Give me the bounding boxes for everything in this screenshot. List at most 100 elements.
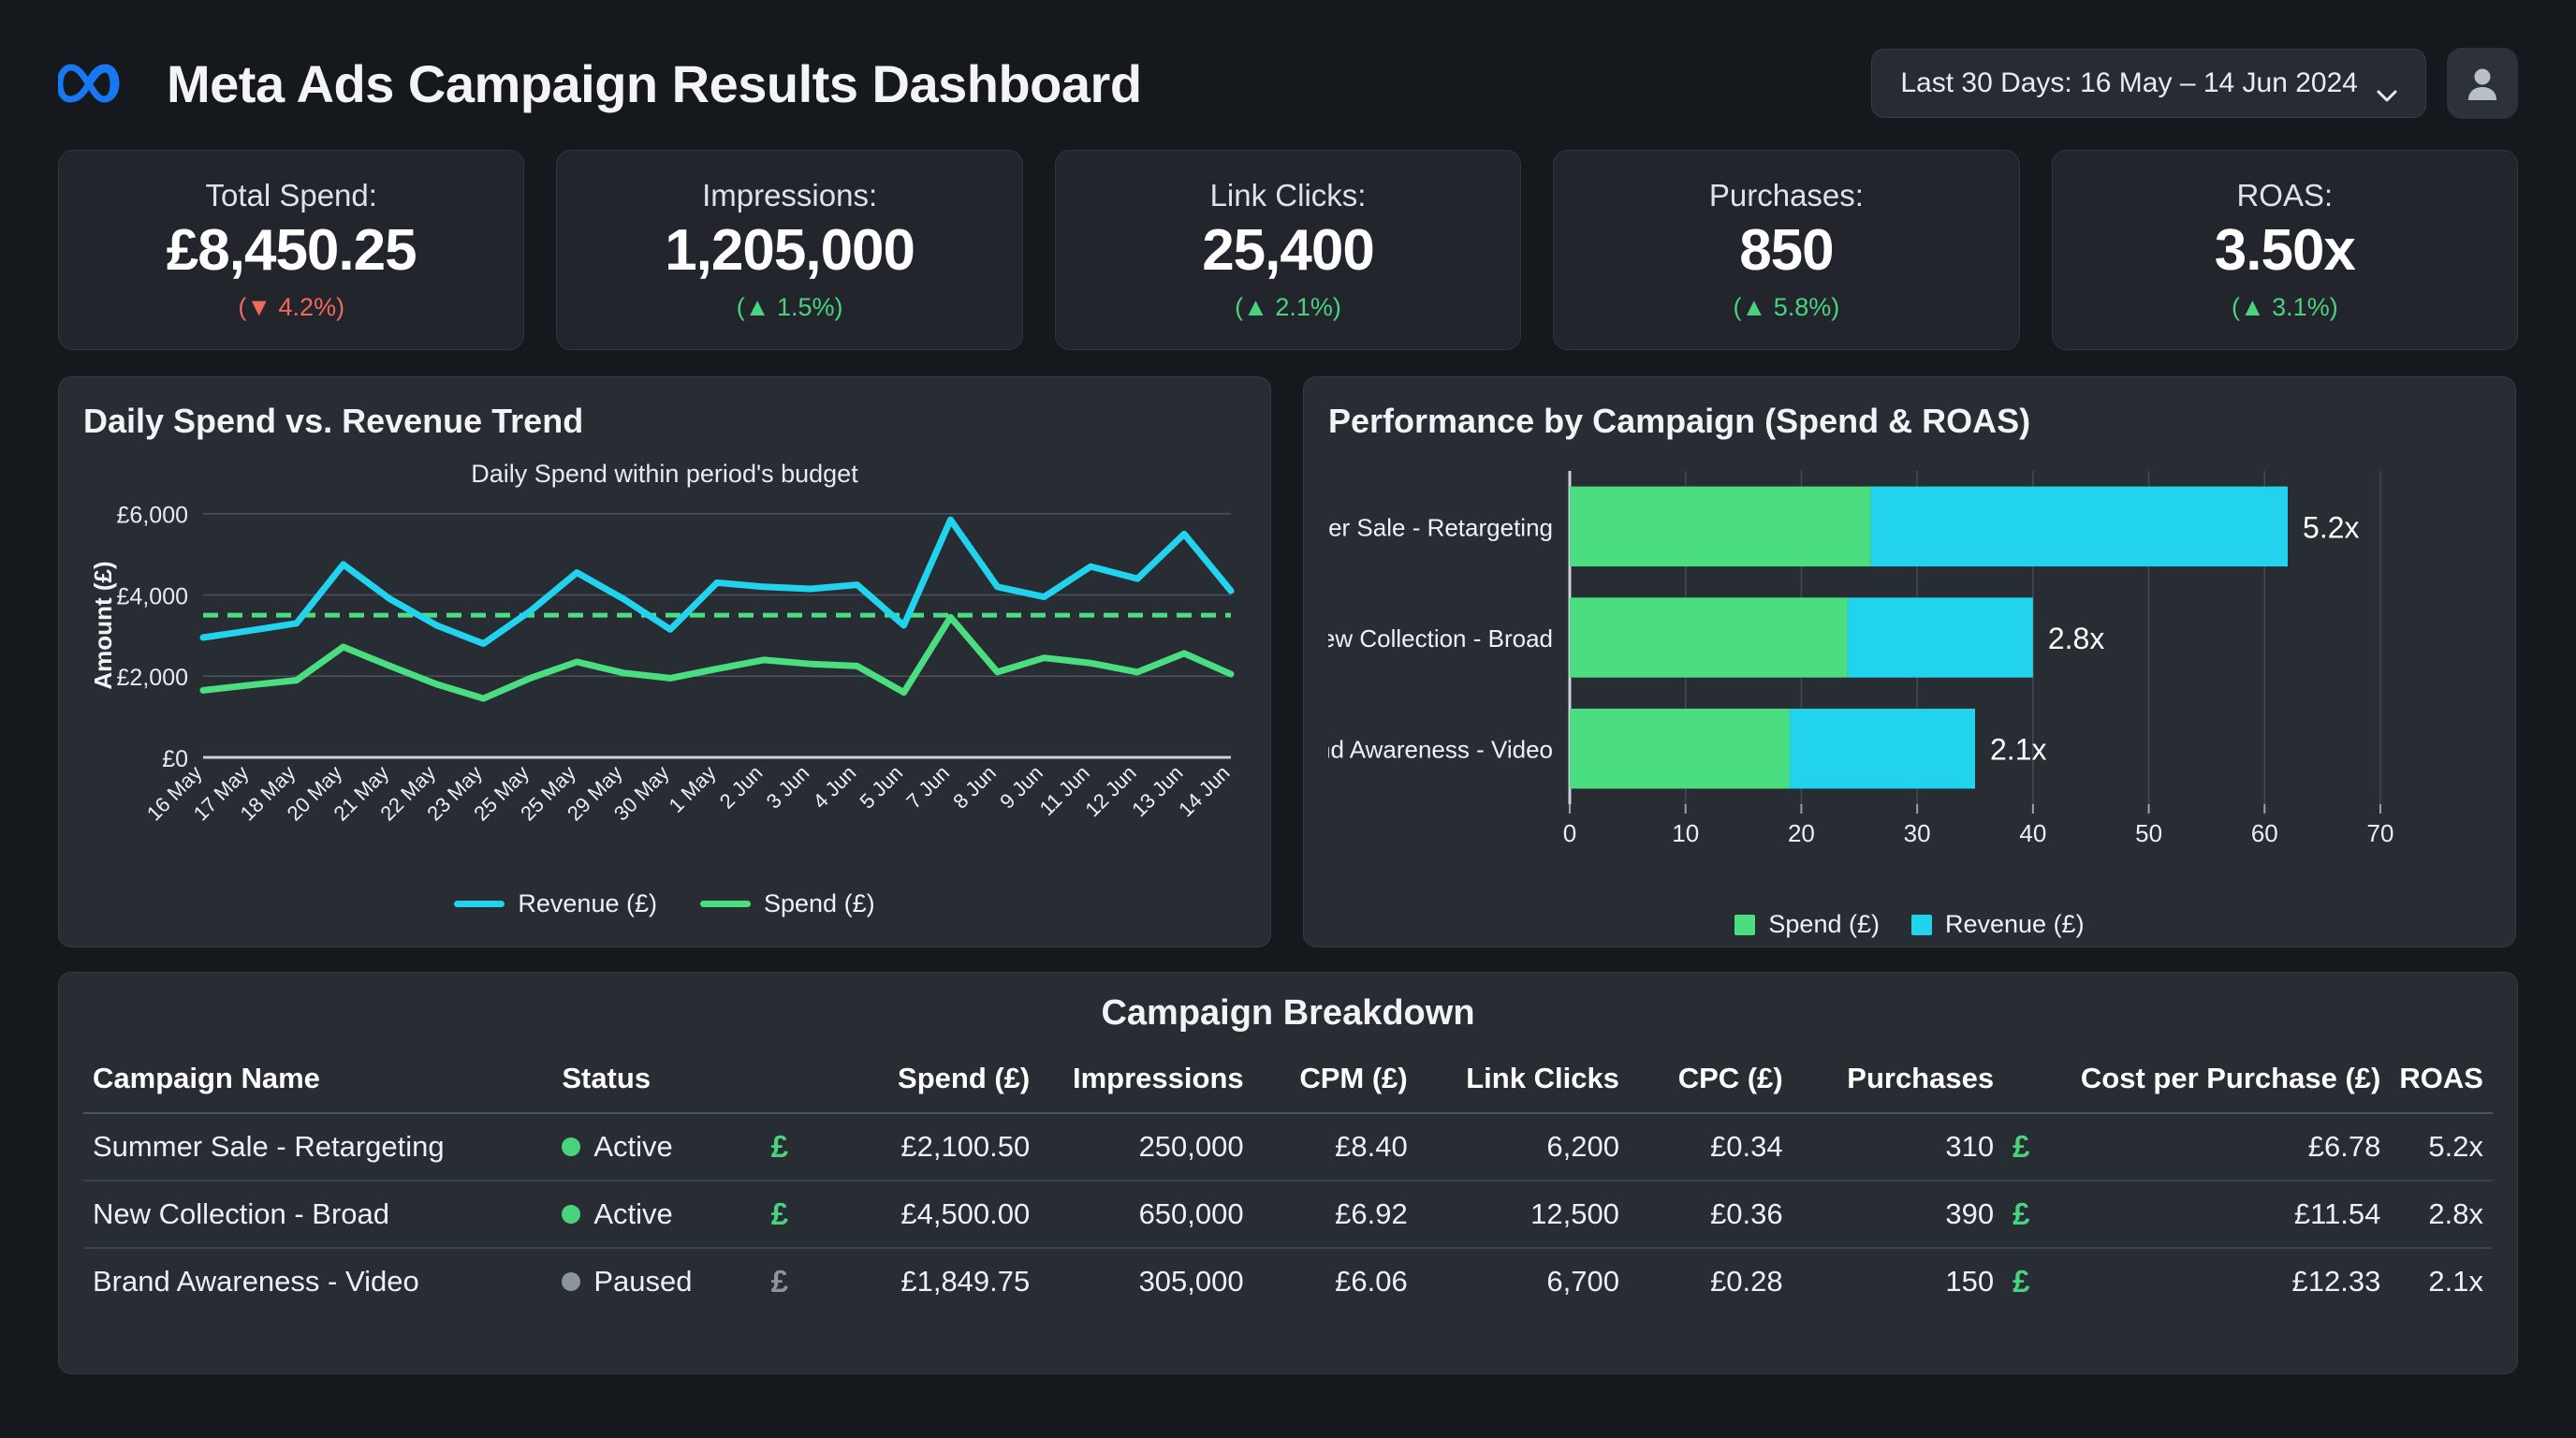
col-cost-per-purchase[interactable]: Cost per Purchase (£) xyxy=(2071,1054,2391,1114)
table-row[interactable]: Summer Sale - Retargeting Active £ £2,10… xyxy=(83,1113,2493,1181)
cell-purchases: 150 xyxy=(1945,1265,1995,1298)
legend-item-spend[interactable]: Spend (£) xyxy=(1734,910,1880,939)
cell-roas: 5.2x xyxy=(2390,1113,2493,1181)
col-status[interactable]: Status xyxy=(552,1054,762,1114)
svg-text:£6,000: £6,000 xyxy=(117,503,188,529)
cell-impressions: 305,000 xyxy=(1138,1265,1244,1298)
svg-text:30: 30 xyxy=(1904,819,1931,847)
svg-text:2.1x: 2.1x xyxy=(1990,733,2046,767)
svg-text:8 Jun: 8 Jun xyxy=(948,761,1001,814)
legend-item-revenue[interactable]: Revenue (£) xyxy=(1910,910,2085,939)
campaign-breakdown-table: Campaign Name Status Spend (£) Impressio… xyxy=(83,1054,2493,1314)
legend-label-spend: Spend (£) xyxy=(764,889,875,917)
status-dot-icon xyxy=(562,1137,581,1156)
line-chart-area: Daily Spend within period's budget £0 £2,… xyxy=(83,441,1246,920)
col-campaign-name[interactable]: Campaign Name xyxy=(83,1054,553,1114)
status-dot-icon xyxy=(562,1272,581,1291)
header-controls: Last 30 Days: 16 May – 14 Jun 2024 xyxy=(1871,48,2518,119)
svg-text:Brand Awareness - Video: Brand Awareness - Video xyxy=(1328,736,1553,764)
cell-status: Active xyxy=(552,1181,762,1249)
kpi-value: £8,450.25 xyxy=(166,218,417,283)
chevron-down-icon xyxy=(2377,78,2397,101)
brand-block: Meta Ads Campaign Results Dashboard xyxy=(56,53,1142,114)
legend-swatch-spend xyxy=(1734,914,1756,935)
svg-text:50: 50 xyxy=(2135,819,2162,847)
kpi-delta: (▲ 5.8%) xyxy=(1733,293,1840,321)
cell-purchases: 390 xyxy=(1792,1181,2004,1249)
cell-cpm: £8.40 xyxy=(1252,1113,1417,1181)
svg-text:40: 40 xyxy=(2019,819,2046,847)
svg-text:4 Jun: 4 Jun xyxy=(809,761,861,814)
col-cpm[interactable]: CPM (£) xyxy=(1252,1054,1417,1114)
campaign-performance-bar-chart: 0 10 20 30 40 50 60 70 Summer Sale - Retargeting… xyxy=(1258,471,2394,847)
svg-text:70: 70 xyxy=(2367,819,2394,847)
svg-text:£2,000: £2,000 xyxy=(117,665,188,691)
line-chart-subtitle: Daily Spend within period's budget xyxy=(471,460,858,488)
kpi-delta: (▲ 2.1%) xyxy=(1235,293,1341,321)
cell-campaign-name: Brand Awareness - Video xyxy=(93,1265,419,1298)
kpi-card-link-clicks[interactable]: Link Clicks: 25,400 (▲ 2.1%) xyxy=(1054,150,1522,350)
table-row[interactable]: Brand Awareness - Video Paused £ £1,849.… xyxy=(83,1248,2493,1314)
legend-item-revenue[interactable]: Revenue (£) xyxy=(454,889,657,918)
svg-text:2.8x: 2.8x xyxy=(2048,622,2104,655)
table-row[interactable]: New Collection - Broad Active £ £4,500.0… xyxy=(83,1181,2493,1249)
kpi-card-total-spend[interactable]: Total Spend: £8,450.25 (▼ 4.2%) xyxy=(58,150,525,350)
col-link-clicks[interactable]: Link Clicks xyxy=(1416,1054,1629,1114)
svg-text:2 Jun: 2 Jun xyxy=(715,761,768,814)
date-range-picker[interactable]: Last 30 Days: 16 May – 14 Jun 2024 xyxy=(1871,49,2426,118)
kpi-delta: (▲ 3.1%) xyxy=(2231,293,2338,321)
status-label: Active xyxy=(593,1197,673,1230)
kpi-value: 1,205,000 xyxy=(665,218,915,283)
cell-campaign-name: Summer Sale - Retargeting xyxy=(83,1113,553,1181)
col-purchase-icon xyxy=(2003,1054,2071,1114)
col-spend[interactable]: Spend (£) xyxy=(829,1054,1040,1114)
svg-text:Summer Sale - Retargeting: Summer Sale - Retargeting xyxy=(1328,513,1553,541)
cell-impressions: 250,000 xyxy=(1039,1113,1253,1181)
kpi-row: Total Spend: £8,450.25 (▼ 4.2%) Impressi… xyxy=(58,150,2519,350)
legend-item-spend[interactable]: Spend (£) xyxy=(700,889,875,918)
cell-cpm: £6.92 xyxy=(1252,1181,1417,1249)
cell-cost-per-purchase: £6.78 xyxy=(2071,1113,2391,1181)
cell-status: Paused xyxy=(552,1248,761,1314)
cell-roas: 2.8x xyxy=(2390,1181,2493,1249)
legend-swatch-revenue xyxy=(454,901,505,907)
cell-campaign-name: New Collection - Broad xyxy=(83,1181,553,1249)
svg-text:1 May: 1 May xyxy=(664,761,720,817)
cell-spend: £2,100.50 xyxy=(829,1113,1040,1181)
spend-currency-icon: £ xyxy=(761,1113,830,1181)
bar-chart-legend: Spend (£) Revenue (£) xyxy=(1304,910,2515,939)
kpi-card-roas[interactable]: ROAS: 3.50x (▲ 3.1%) xyxy=(2051,150,2519,350)
cell-impressions: 650,000 xyxy=(1039,1181,1253,1249)
purchase-currency-icon: £ xyxy=(2003,1113,2071,1181)
status-label: Paused xyxy=(593,1265,693,1298)
campaign-breakdown-panel: Campaign Breakdown Campaign Name Status … xyxy=(58,972,2518,1374)
svg-text:£0: £0 xyxy=(162,746,188,772)
cell-purchases: 310 xyxy=(1792,1113,2004,1181)
kpi-value: 850 xyxy=(1739,218,1834,283)
kpi-card-purchases[interactable]: Purchases: 850 (▲ 5.8%) xyxy=(1553,150,2020,350)
col-cpc[interactable]: CPC (£) xyxy=(1628,1054,1793,1114)
bar-chart-panel: Performance by Campaign (Spend & ROAS) 0… xyxy=(1258,376,2516,947)
line-chart-panel: Daily Spend vs. Revenue Trend Daily Spen… xyxy=(58,376,1271,947)
cell-cost-per-purchase: £11.54 xyxy=(2071,1181,2391,1249)
kpi-value: 25,400 xyxy=(1202,218,1375,283)
svg-text:3 Jun: 3 Jun xyxy=(762,761,814,814)
spend-currency-icon: £ xyxy=(770,1264,789,1299)
cell-spend: £1,849.75 xyxy=(900,1265,1031,1298)
kpi-label: Impressions: xyxy=(702,178,878,213)
col-purchases[interactable]: Purchases xyxy=(1792,1054,2004,1114)
dashboard-header: Meta Ads Campaign Results Dashboard Last… xyxy=(56,37,2518,129)
cell-roas: 2.1x xyxy=(2428,1265,2483,1298)
cell-link-clicks: 6,200 xyxy=(1416,1113,1629,1181)
legend-label-spend: Spend (£) xyxy=(1768,910,1880,938)
col-impressions[interactable]: Impressions xyxy=(1039,1054,1253,1114)
svg-text:7 Jun: 7 Jun xyxy=(901,761,954,814)
user-avatar-icon[interactable] xyxy=(2447,48,2518,119)
line-chart-legend: Revenue (£) Spend (£) xyxy=(83,889,1246,918)
kpi-card-impressions[interactable]: Impressions: 1,205,000 (▲ 1.5%) xyxy=(556,150,1023,350)
col-roas[interactable]: ROAS xyxy=(2390,1054,2493,1114)
cell-link-clicks: 12,500 xyxy=(1416,1181,1629,1249)
cell-cpc: £0.34 xyxy=(1628,1113,1793,1181)
